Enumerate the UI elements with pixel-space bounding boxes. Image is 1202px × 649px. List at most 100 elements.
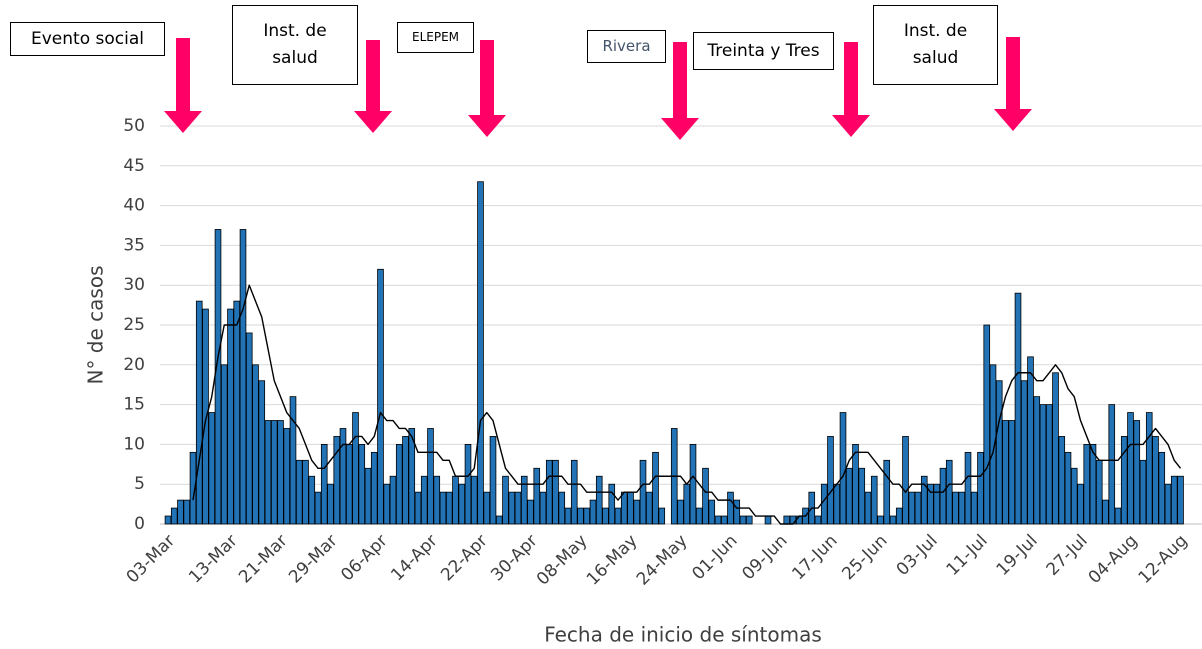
bar (464, 443, 472, 525)
bar (258, 380, 266, 525)
bar (708, 499, 716, 525)
bar (202, 308, 209, 525)
bar (1077, 483, 1084, 525)
y-tick-label: 10 (123, 434, 145, 454)
bar (377, 268, 384, 525)
bar (1083, 443, 1091, 525)
bar (595, 475, 603, 525)
y-axis-title: N° de casos (84, 265, 108, 384)
bar (620, 491, 628, 525)
bar (908, 491, 916, 525)
bar (214, 229, 222, 525)
bar (189, 451, 197, 525)
bar (839, 412, 847, 525)
bar (345, 443, 353, 525)
bar (1045, 404, 1053, 525)
x-tick-label: 12-Aug (1135, 531, 1192, 588)
bar (352, 412, 359, 525)
bar (364, 467, 372, 525)
bar (320, 443, 328, 525)
bar (1020, 380, 1028, 525)
bar (489, 436, 497, 525)
annotation: ELEPEM (397, 22, 474, 53)
bar (633, 499, 641, 525)
bar (252, 364, 259, 525)
bar (239, 229, 247, 525)
x-tick-label: 03-Jul (893, 531, 942, 580)
bar (508, 491, 516, 525)
bar (1139, 459, 1147, 525)
y-tick-label: 15 (123, 395, 145, 415)
bar (395, 443, 403, 525)
bar (183, 499, 191, 525)
arrow-head (354, 111, 392, 133)
bar (1089, 443, 1097, 525)
bar (683, 483, 691, 525)
y-tick-label: 0 (134, 514, 145, 534)
arrow-head (164, 111, 202, 133)
bar (520, 475, 528, 525)
arrow-head (832, 115, 870, 137)
bar (702, 467, 709, 525)
bar (533, 467, 541, 525)
bar (1108, 404, 1116, 525)
bar (745, 515, 753, 525)
bar (327, 483, 334, 525)
bar (608, 483, 616, 525)
bar (614, 507, 622, 525)
bar (920, 475, 928, 525)
bar (639, 459, 647, 525)
annotation: Rivera (587, 30, 666, 63)
arrow-head (468, 115, 506, 137)
bar (739, 515, 747, 525)
bar (833, 483, 841, 525)
x-tick-label: 16-May (583, 531, 642, 590)
bar (233, 300, 241, 525)
bar (1002, 420, 1009, 525)
bar (483, 491, 491, 525)
bar (289, 396, 297, 525)
bar (652, 451, 659, 525)
bar (1120, 436, 1128, 525)
bar (1014, 292, 1022, 525)
arrow-head (661, 118, 699, 140)
bar (889, 515, 897, 525)
bar (227, 308, 234, 525)
bar (295, 459, 303, 525)
bar (495, 515, 503, 525)
bar (658, 507, 666, 525)
bar (602, 507, 609, 525)
x-axis-title: Fecha de inicio de síntomas (544, 623, 822, 647)
bar (420, 475, 428, 525)
x-tick-label: 17-Jun (788, 531, 841, 584)
x-tick-label: 13-Mar (185, 531, 241, 587)
bar (1102, 499, 1109, 525)
annotation: Evento social (10, 22, 165, 56)
bar (989, 364, 997, 525)
y-tick-label: 35 (123, 235, 145, 255)
bar (789, 515, 797, 525)
bar (333, 436, 341, 525)
bar (264, 420, 272, 525)
bar (527, 499, 534, 525)
bar (677, 499, 684, 525)
bar (958, 491, 966, 525)
bar (820, 483, 828, 525)
bar (1170, 475, 1178, 525)
x-tick-label: 21-Mar (235, 531, 291, 587)
arrow-shaft (366, 40, 380, 113)
bar (452, 475, 459, 525)
bar (433, 475, 441, 525)
x-tick-label: 29-Mar (285, 531, 341, 587)
bar (445, 491, 453, 525)
bar (864, 491, 872, 525)
x-tick-label: 09-Jun (738, 531, 791, 584)
bar (308, 475, 316, 525)
y-tick-label: 30 (123, 275, 145, 295)
bar (545, 459, 553, 525)
annotation: Treinta y Tres (693, 32, 834, 70)
bar (714, 515, 722, 525)
bar (1008, 420, 1016, 525)
bar (502, 475, 509, 525)
arrow-shaft (480, 40, 494, 117)
